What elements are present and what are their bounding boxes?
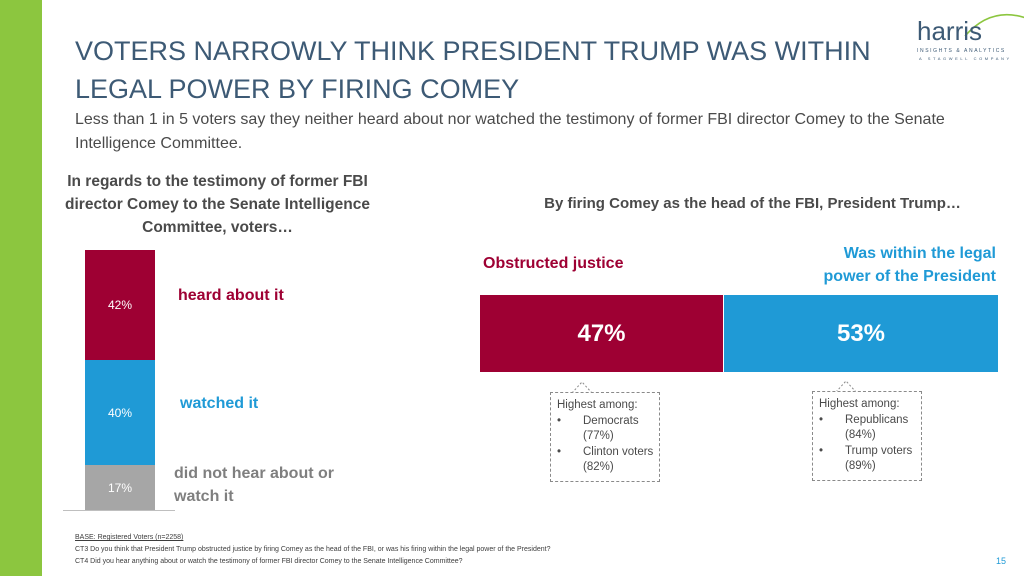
callout-notch-right: [836, 380, 856, 392]
horizontal-stacked-bar: 47% 53%: [480, 295, 998, 372]
callout-item: Republicans (84%): [819, 413, 917, 444]
slide-title: VOTERS NARROWLY THINK PRESIDENT TRUMP WA…: [75, 32, 895, 108]
bar-value-label: 53%: [836, 319, 886, 347]
logo-company: A STAGWELL COMPANY: [919, 56, 1012, 61]
category-label: heard about it: [178, 287, 284, 304]
callout-republicans: Highest among: Republicans (84%) Trump v…: [812, 391, 922, 481]
label-within-legal-power: Was within the legal power of the Presid…: [800, 242, 996, 288]
right-chart-heading: By firing Comey as the head of the FBI, …: [544, 195, 961, 212]
category-label: watched it: [180, 395, 259, 412]
bar-segment: 17%: [85, 465, 155, 510]
baseline: [63, 510, 175, 511]
slide-subtitle: Less than 1 in 5 voters say they neither…: [75, 111, 945, 152]
label-within-line-2: power of the President: [823, 268, 996, 285]
category-label: did not hear about or watch it: [174, 465, 334, 505]
bar-segment: 40%: [85, 360, 155, 465]
harris-logo: harris INSIGHTS & ANALYTICS A STAGWELL C…: [915, 8, 1024, 64]
bar-segment: 47%: [480, 295, 723, 372]
label-obstructed-justice: Obstructed justice: [483, 255, 624, 272]
bar-segment: 42%: [85, 250, 155, 360]
page-number: 15: [996, 556, 1007, 566]
callout-heading: Highest among:: [819, 398, 900, 410]
bar-value-label: 40%: [107, 405, 133, 420]
logo-arc-icon: [964, 13, 1024, 37]
footnote-base: BASE: Registered Voters (n=2258): [75, 534, 184, 541]
label-within-line-1: Was within the legal: [843, 245, 996, 262]
footnote-ct3: CT3 Do you think that President Trump ob…: [75, 546, 551, 553]
bar-value-label: 47%: [577, 319, 626, 347]
logo-word: harris: [917, 16, 983, 46]
callout-notch-left: [572, 381, 592, 393]
footnotes: BASE: Registered Voters (n=2258) CT3 Do …: [75, 532, 550, 568]
callout-item: Trump voters (89%): [819, 444, 917, 475]
left-chart-heading: In regards to the testimony of former FB…: [65, 173, 370, 236]
bar-value-label: 42%: [107, 298, 133, 312]
footnote-ct4: CT4 Did you hear anything about or watch…: [75, 558, 463, 565]
callout-democrats: Highest among: Democrats (77%) Clinton v…: [550, 392, 660, 482]
title-line-2: LEGAL POWER BY FIRING COMEY: [75, 74, 520, 104]
callout-item: Democrats (77%): [557, 414, 655, 445]
accent-band: [0, 0, 42, 576]
bar-segment: 53%: [722, 295, 998, 372]
callout-item: Clinton voters (82%): [557, 445, 655, 476]
title-line-1: VOTERS NARROWLY THINK PRESIDENT TRUMP WA…: [75, 36, 871, 66]
callout-heading: Highest among:: [557, 399, 638, 411]
logo-tagline: INSIGHTS & ANALYTICS: [917, 48, 1006, 54]
bar-value-label: 17%: [107, 480, 133, 495]
